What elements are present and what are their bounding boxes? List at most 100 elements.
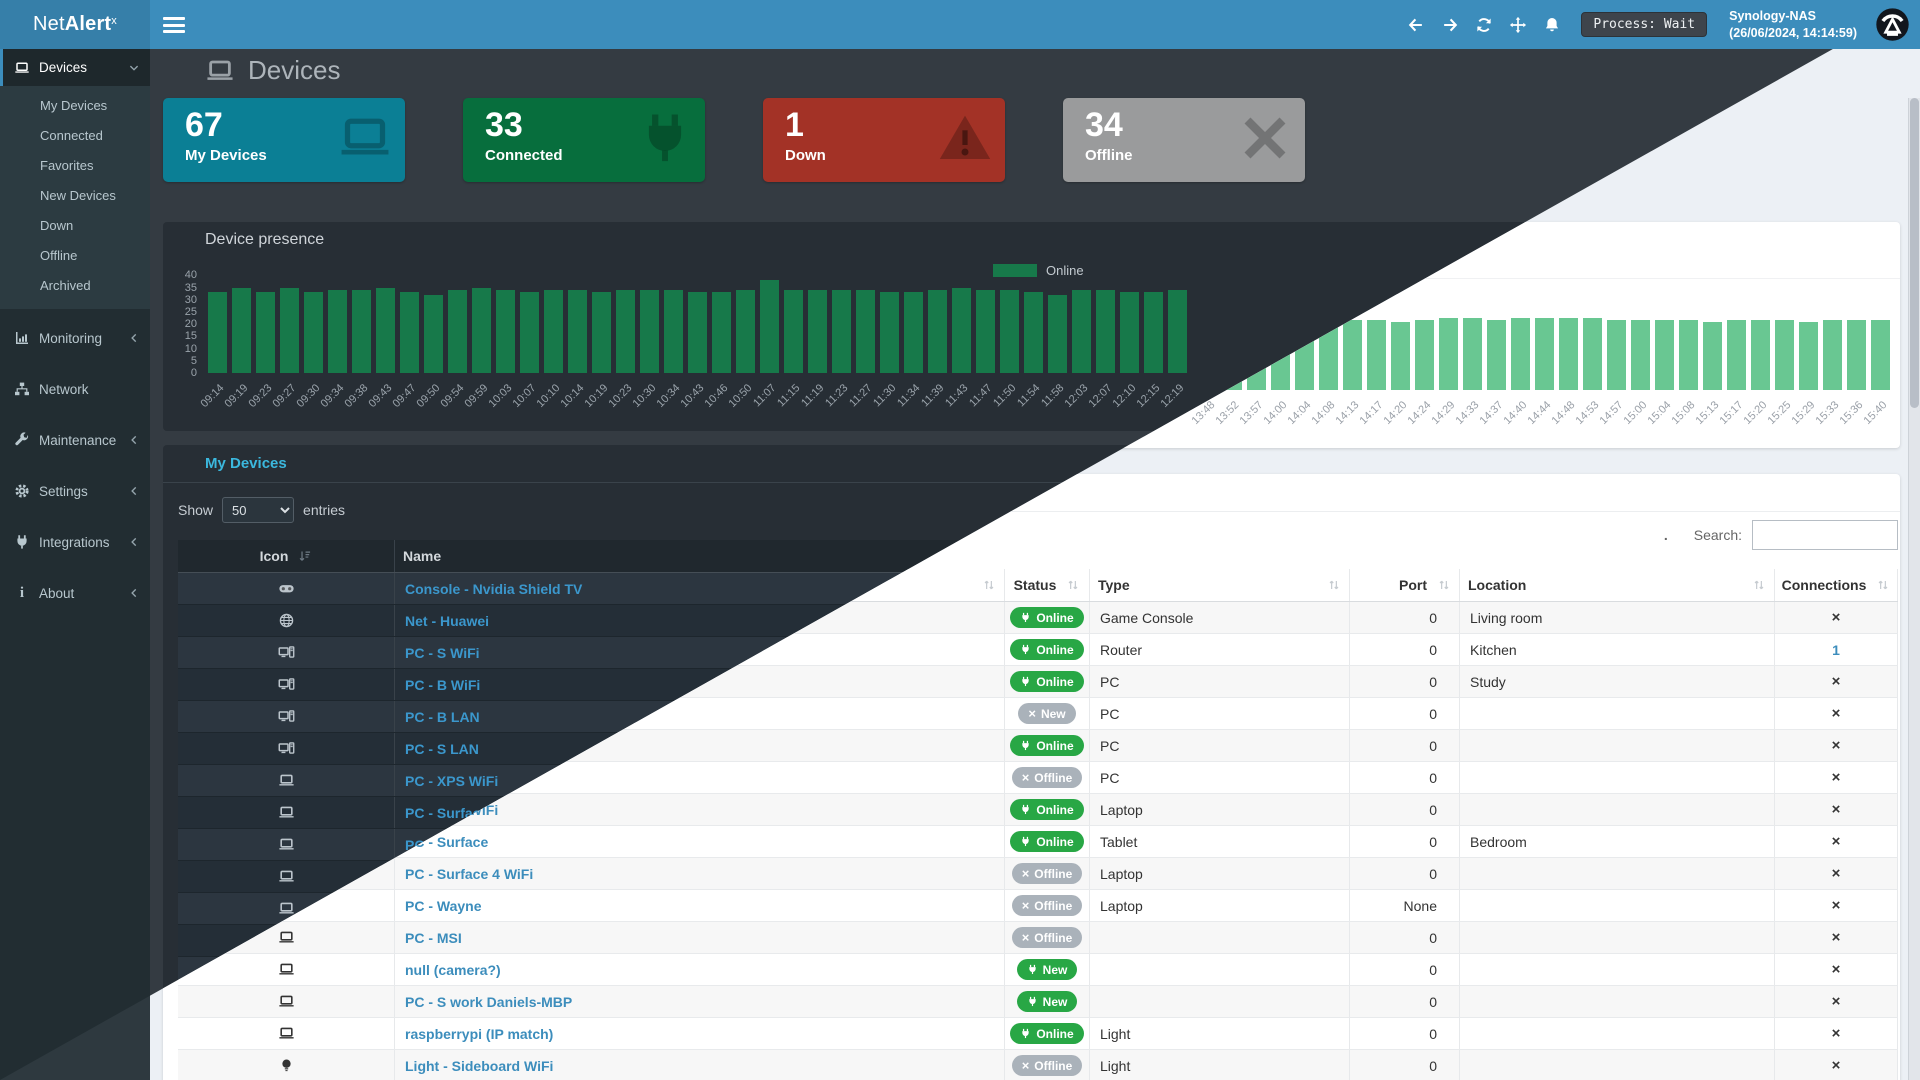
table-row: PC - MSI × Offline 0 × [178,922,1898,954]
tab-my-devices[interactable]: My Devices [205,455,287,472]
chart-bar [1559,317,1578,390]
scrollbar-thumb[interactable] [1910,98,1919,408]
device-name-link[interactable]: PC - B LAN [405,708,480,725]
chart-bar [1072,290,1091,373]
status-label: New [1040,706,1066,721]
status-badge: Online [1010,735,1084,756]
device-name-link[interactable]: PC - S LAN [405,740,479,757]
sidebar-item-integrations[interactable]: Integrations [0,520,150,564]
device-name-link[interactable]: null (camera?) [405,961,501,978]
device-name-link[interactable]: Light - Sideboard WiFi [405,1057,554,1074]
cell-connections: × [1775,922,1898,953]
device-name-link[interactable]: PC - B WiFi [405,676,481,693]
show-label: Show [178,502,214,518]
column-header-port[interactable]: Port [1350,569,1460,601]
table-row: PC - S work Daniels-MBP New 0 × [178,986,1898,1018]
column-header-icon[interactable]: Icon [178,540,395,572]
search-label: Search: [1693,527,1742,543]
cell-connections: × [1775,1018,1898,1049]
avatar[interactable] [1875,7,1910,42]
device-name-link[interactable]: PC - MSI [405,929,462,946]
chart-bar [400,292,419,373]
chart-bar [1144,292,1163,373]
chart-bar [448,290,467,373]
cell-port: 0 [1350,602,1460,633]
cell-icon [178,1050,395,1080]
cell-connections: × [1775,602,1898,633]
column-header-type[interactable]: Type [1090,569,1350,601]
chart-bar [496,290,515,373]
sidebar-item-new-devices[interactable]: New Devices [40,188,116,203]
device-name-link[interactable]: Net - Huawei [405,612,490,629]
stat-card-offline[interactable]: 34 Offline [1063,98,1305,182]
device-name-link[interactable]: PC - Wayne [405,897,482,914]
cell-status: Online [1005,666,1090,697]
plug-icon [1020,836,1031,847]
sidebar-item-devices[interactable]: Devices [0,49,150,86]
sidebar-toggle-icon[interactable] [163,17,185,33]
cell-type: PC [1090,698,1350,729]
cell-location [1460,858,1775,889]
device-name-link[interactable]: raspberrypi (IP match) [405,1025,554,1042]
cell-port: 0 [1350,922,1460,953]
device-name-link[interactable]: PC - XPS WiFi [405,772,499,789]
laptop-icon [278,836,295,853]
column-header-location[interactable]: Location [1460,569,1775,601]
refresh-icon[interactable] [1475,16,1493,34]
device-name-link[interactable]: PC - S work Daniels-MBP [405,993,573,1010]
sidebar-item-network[interactable]: Network [0,367,150,411]
cell-name: PC - Surface [395,826,1005,857]
chart-bar [280,287,299,373]
stat-card-down[interactable]: 1 Down [763,98,1005,182]
stat-card-my-devices[interactable]: 67 My Devices [163,98,405,182]
desktop-icon [278,740,295,757]
cell-type [1090,922,1350,953]
stat-card-connected[interactable]: 33 Connected [463,98,705,182]
cell-status: × Offline [1005,858,1090,889]
chart-bar [952,287,971,373]
cell-icon [178,701,395,732]
chart-bar [1319,320,1338,390]
move-icon[interactable] [1509,16,1527,34]
y-axis-tick: 0 [190,367,197,379]
sort-icon [1876,578,1890,592]
search-input[interactable] [1752,520,1898,550]
status-label: Offline [1034,898,1073,913]
chart-bar [688,292,707,373]
scrollbar[interactable] [1908,98,1920,1080]
sidebar-item-favorites[interactable]: Favorites [40,158,94,173]
sidebar-item-my-devices[interactable]: My Devices [40,98,108,113]
sidebar-item-about[interactable]: i About [0,571,150,615]
page-size-select[interactable]: 50 [222,497,295,523]
cell-port: 0 [1350,826,1460,857]
stat-label: Connected [485,147,563,165]
connections-link[interactable]: 1 [1832,641,1840,658]
back-arrow-icon[interactable] [1407,16,1425,34]
sidebar-item-down[interactable]: Down [40,218,74,233]
sidebar-item-offline[interactable]: Offline [40,248,78,263]
device-name-link[interactable]: PC - S WiFi [405,644,480,661]
chart-bar [712,292,731,373]
chart-bar [1751,320,1770,390]
forward-arrow-icon[interactable] [1441,16,1459,34]
sidebar-item-archived[interactable]: Archived [40,278,91,293]
sidebar-item-maintenance[interactable]: Maintenance [0,418,150,462]
cell-location [1460,794,1775,825]
sidebar-item-label: About [39,585,75,601]
sidebar-item-monitoring[interactable]: Monitoring [0,316,150,360]
sidebar-item-settings[interactable]: Settings [0,469,150,513]
column-header-connections[interactable]: Connections [1775,569,1898,601]
sidebar-item-connected[interactable]: Connected [40,128,103,143]
device-name-link[interactable]: PC - Surface [405,804,489,821]
bell-icon[interactable] [1543,16,1561,34]
x-icon: × [1021,1058,1030,1073]
column-header-label: Port [1399,577,1427,593]
page-title-row: Devices [205,55,340,86]
column-header-status[interactable]: Status [1005,569,1090,601]
chart-bar [760,280,779,373]
device-name-link[interactable]: PC - Surface 4 WiFi [405,865,534,882]
device-name-link[interactable]: Console - Nvidia Shield TV [405,580,583,597]
no-connections-icon: × [1831,801,1841,818]
